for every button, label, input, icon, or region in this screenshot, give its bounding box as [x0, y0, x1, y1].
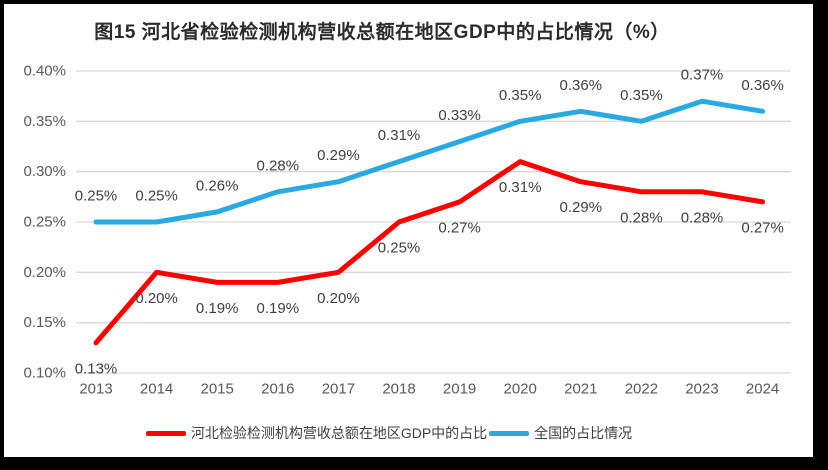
data-label-national-2014: 0.25% — [135, 188, 178, 205]
data-label-hebei-2013: 0.13% — [75, 360, 118, 377]
legend-label-national: 全国的占比情况 — [534, 425, 633, 441]
x-axis-label: 2021 — [564, 381, 597, 398]
chart-canvas — [4, 4, 813, 457]
series-line-hebei — [93, 159, 766, 346]
legend-item-hebei: 河北检验检测机构营收总额在地区GDP中的占比 — [145, 423, 488, 443]
data-label-hebei-2018: 0.25% — [378, 240, 421, 257]
data-label-national-2021: 0.36% — [560, 77, 603, 94]
data-label-hebei-2019: 0.27% — [438, 219, 481, 236]
data-label-national-2023: 0.37% — [681, 67, 724, 84]
y-axis-tick-label: 0.10% — [23, 365, 66, 382]
data-label-hebei-2022: 0.28% — [620, 209, 663, 226]
data-label-national-2013: 0.25% — [75, 188, 118, 205]
data-label-national-2015: 0.26% — [196, 177, 239, 194]
y-axis-tick-label: 0.40% — [23, 63, 66, 80]
data-label-hebei-2020: 0.31% — [499, 179, 542, 196]
data-label-national-2017: 0.29% — [317, 147, 360, 164]
data-label-hebei-2023: 0.28% — [681, 209, 724, 226]
data-label-hebei-2014: 0.20% — [135, 290, 178, 307]
data-label-national-2018: 0.31% — [378, 127, 421, 144]
legend: 河北检验检测机构营收总额在地区GDP中的占比 全国的占比情况 — [4, 422, 774, 444]
y-axis-tick-label: 0.15% — [23, 314, 66, 331]
x-axis-label: 2024 — [746, 381, 779, 398]
data-label-national-2020: 0.35% — [499, 87, 542, 104]
data-label-national-2024: 0.36% — [741, 77, 784, 94]
legend-line-red-icon — [145, 430, 186, 436]
y-axis-tick-label: 0.30% — [23, 163, 66, 180]
y-axis-tick-label: 0.25% — [23, 214, 66, 231]
legend-label-hebei: 河北检验检测机构营收总额在地区GDP中的占比 — [190, 425, 488, 441]
x-axis-label: 2017 — [322, 381, 355, 398]
x-axis-label: 2018 — [382, 381, 415, 398]
x-axis-label: 2014 — [140, 381, 173, 398]
x-axis-label: 2016 — [261, 381, 294, 398]
legend-line-blue-icon — [489, 430, 530, 436]
x-axis-label: 2020 — [504, 381, 537, 398]
x-axis-label: 2019 — [443, 381, 476, 398]
data-label-national-2016: 0.28% — [257, 157, 300, 174]
data-label-hebei-2016: 0.19% — [257, 300, 300, 317]
data-label-hebei-2017: 0.20% — [317, 290, 360, 307]
data-label-hebei-2024: 0.27% — [741, 219, 784, 236]
chart-title: 图15 河北省检验检测机构营收总额在地区GDP中的占比情况（%） — [94, 22, 670, 43]
x-axis-label: 2013 — [79, 381, 112, 398]
x-axis-label: 2022 — [625, 381, 658, 398]
legend-item-national: 全国的占比情况 — [489, 423, 632, 443]
data-label-national-2022: 0.35% — [620, 87, 663, 104]
series-line-national — [93, 98, 766, 225]
data-label-national-2019: 0.33% — [438, 107, 481, 124]
data-label-hebei-2021: 0.29% — [560, 199, 603, 216]
data-label-hebei-2015: 0.19% — [196, 300, 239, 317]
y-axis-tick-label: 0.35% — [23, 113, 66, 130]
x-axis-label: 2015 — [201, 381, 234, 398]
y-axis-tick-label: 0.20% — [23, 264, 66, 281]
x-axis-label: 2023 — [685, 381, 718, 398]
